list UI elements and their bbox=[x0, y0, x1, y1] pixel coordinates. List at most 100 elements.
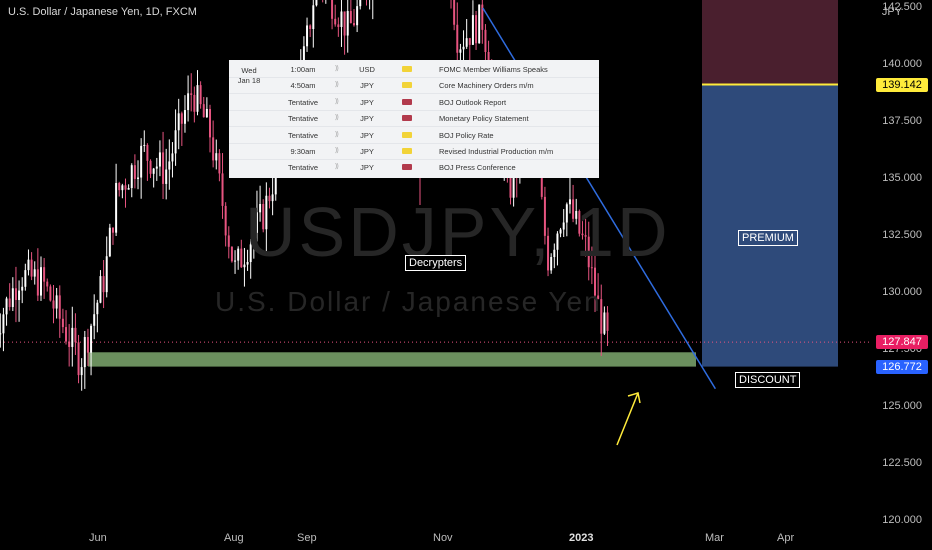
speaker-icon: ⸩ bbox=[335, 130, 339, 138]
speaker-icon: ⸩ bbox=[335, 114, 339, 122]
candle-body bbox=[130, 165, 133, 189]
candle-body bbox=[68, 341, 71, 347]
importance-icon bbox=[402, 82, 412, 89]
candle-body bbox=[359, 0, 362, 7]
candle-body bbox=[127, 188, 130, 190]
candle-body bbox=[237, 248, 240, 261]
candle-body bbox=[543, 196, 546, 236]
candle-body bbox=[240, 248, 243, 268]
calendar-event: BOJ Press Conference bbox=[439, 163, 516, 173]
candle-body bbox=[212, 137, 215, 161]
candle-body bbox=[255, 212, 258, 233]
candle-body bbox=[221, 173, 224, 206]
candle-body bbox=[230, 246, 233, 262]
candle-body bbox=[581, 233, 584, 236]
price-tag: 127.847 bbox=[876, 335, 928, 350]
candle-body bbox=[600, 299, 603, 334]
candle-body bbox=[155, 166, 158, 169]
economic-calendar: Wed Jan 18 1:00am ⸩ USD FOMC Member William… bbox=[229, 60, 599, 178]
candle-body bbox=[562, 222, 565, 230]
candle-body bbox=[18, 290, 21, 301]
candle-body bbox=[550, 257, 553, 271]
candle-body bbox=[259, 204, 262, 213]
calendar-row: Tentative ⸩ JPY BOJ Outlook Report bbox=[229, 94, 599, 111]
calendar-currency: JPY bbox=[360, 130, 374, 140]
candle-body bbox=[96, 302, 99, 315]
zones-layer bbox=[0, 0, 870, 367]
candle-body bbox=[61, 318, 64, 328]
candle-body bbox=[5, 298, 8, 315]
importance-icon bbox=[402, 66, 412, 72]
candle-body bbox=[597, 295, 600, 300]
candle-body bbox=[227, 235, 230, 247]
candle-body bbox=[575, 210, 578, 219]
calendar-time: 1:00am bbox=[290, 65, 316, 74]
calendar-currency: JPY bbox=[360, 163, 374, 173]
candle-body bbox=[49, 286, 52, 301]
calendar-time: Tentative bbox=[287, 130, 319, 140]
candle-body bbox=[36, 269, 39, 296]
y-tick-label: 125.000 bbox=[882, 400, 922, 412]
candle-body bbox=[468, 38, 471, 45]
candle-body bbox=[462, 46, 465, 50]
candle-body bbox=[0, 333, 2, 335]
calendar-day: Jan 18 bbox=[237, 76, 261, 85]
calendar-event: Revised Industrial Production m/m bbox=[439, 147, 554, 156]
candle-body bbox=[590, 267, 593, 269]
y-tick-label: 120.000 bbox=[882, 514, 922, 526]
candle-body bbox=[243, 264, 246, 268]
candle-body bbox=[205, 108, 208, 118]
calendar-row: 4:50am ⸩ JPY Core Machinery Orders m/m bbox=[229, 77, 599, 95]
candle-body bbox=[471, 15, 474, 45]
candle-body bbox=[252, 232, 255, 245]
candle-body bbox=[115, 183, 118, 233]
candle-body bbox=[71, 327, 74, 347]
candle-body bbox=[193, 94, 196, 112]
candle-body bbox=[137, 177, 140, 179]
candle-body bbox=[58, 295, 61, 319]
price-tag: 126.772 bbox=[876, 359, 928, 374]
candle-body bbox=[152, 168, 155, 174]
y-tick-label: 142.500 bbox=[882, 1, 922, 13]
candle-body bbox=[187, 93, 190, 111]
y-tick-label: 132.500 bbox=[882, 229, 922, 241]
candle-body bbox=[224, 205, 227, 236]
candle-body bbox=[572, 199, 575, 219]
calendar-time: Tentative bbox=[287, 97, 319, 107]
candle-body bbox=[140, 145, 143, 178]
candle-body bbox=[102, 276, 105, 293]
calendar-event: BOJ Policy Rate bbox=[439, 130, 494, 140]
calendar-row: Tentative ⸩ JPY BOJ Policy Rate bbox=[229, 127, 599, 144]
candle-body bbox=[55, 295, 58, 309]
speaker-icon: ⸩ bbox=[335, 81, 339, 89]
candle-body bbox=[346, 11, 349, 36]
price-tag: 139.142 bbox=[876, 77, 928, 92]
candle-body bbox=[512, 165, 515, 198]
calendar-time: Tentative bbox=[287, 163, 319, 173]
candle-body bbox=[2, 314, 5, 334]
importance-icon bbox=[402, 131, 412, 138]
candle-body bbox=[21, 286, 24, 291]
candle-body bbox=[340, 11, 343, 28]
candle-body bbox=[209, 108, 212, 138]
candle-body bbox=[315, 0, 318, 6]
y-tick-label: 140.000 bbox=[882, 58, 922, 70]
calendar-event: BOJ Outlook Report bbox=[439, 97, 507, 107]
calendar-currency: USD bbox=[359, 65, 375, 74]
candle-body bbox=[11, 288, 14, 308]
candle-body bbox=[93, 314, 96, 326]
calendar-event: Core Machinery Orders m/m bbox=[439, 81, 534, 91]
candle-body bbox=[481, 4, 484, 30]
discount-zone bbox=[702, 84, 838, 367]
calendar-row: Tentative ⸩ JPY Monetary Policy Statement bbox=[229, 110, 599, 128]
candle-body bbox=[165, 169, 168, 184]
decrypters-label: Decrypters bbox=[405, 255, 467, 271]
candle-body bbox=[565, 204, 568, 223]
candle-body bbox=[218, 153, 221, 174]
calendar-event: FOMC Member Williams Speaks bbox=[439, 65, 548, 74]
calendar-currency: JPY bbox=[360, 97, 374, 107]
candle-body bbox=[553, 249, 556, 258]
candle-body bbox=[568, 199, 571, 205]
candle-body bbox=[177, 113, 180, 131]
candle-body bbox=[199, 85, 202, 105]
